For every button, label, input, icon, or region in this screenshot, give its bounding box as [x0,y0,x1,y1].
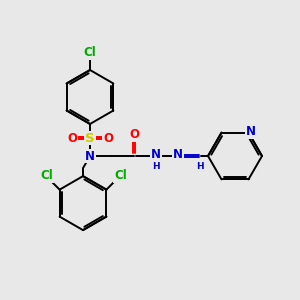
Text: H: H [196,162,204,171]
Text: S: S [85,131,95,145]
Text: Cl: Cl [40,169,53,182]
Text: Cl: Cl [114,169,127,182]
Text: N: N [245,125,256,138]
Text: Cl: Cl [84,46,96,59]
Text: O: O [67,131,77,145]
Text: H: H [152,162,160,171]
Text: O: O [103,131,113,145]
Text: N: N [85,149,95,163]
Text: O: O [129,128,139,142]
Text: N: N [173,148,183,161]
Text: N: N [151,148,161,161]
